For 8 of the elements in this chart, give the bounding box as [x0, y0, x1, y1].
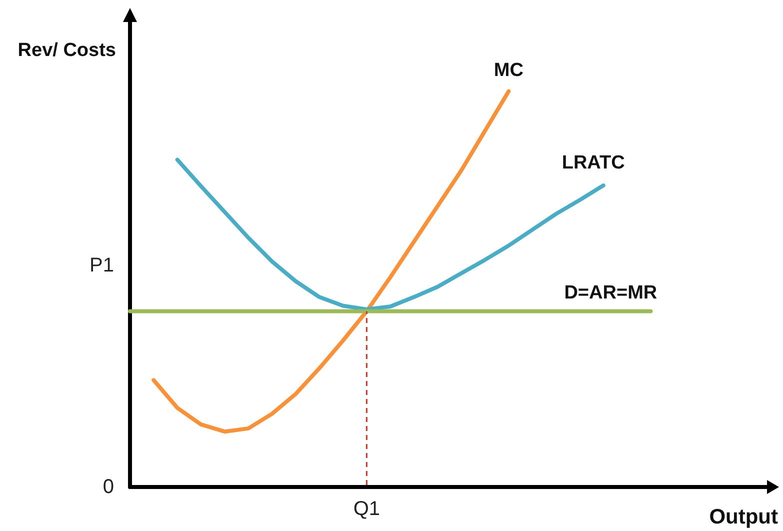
text: 0 [102, 476, 114, 498]
series-label: LRATC [562, 152, 626, 174]
series-label: D=AR=MR [564, 282, 658, 304]
y-axis-title: Rev/ Costs [18, 40, 116, 61]
series-label: MC [494, 60, 524, 82]
text: P1 [90, 254, 114, 276]
text: Q1 [353, 498, 380, 520]
x-axis-title: Output [709, 506, 778, 528]
